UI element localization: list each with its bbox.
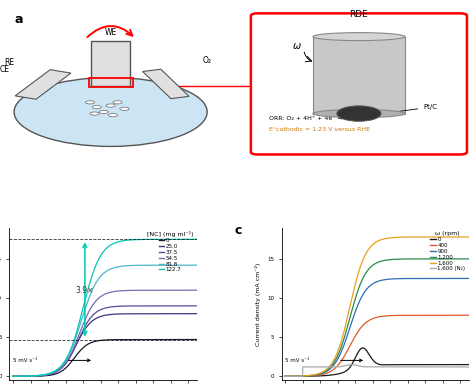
Legend: 0, 400, 900, 1,200, 1,600, 1,600 (N₂): 0, 400, 900, 1,200, 1,600, 1,600 (N₂) — [429, 230, 466, 272]
Bar — [91, 42, 130, 86]
Text: 5 mV s⁻¹: 5 mV s⁻¹ — [285, 358, 310, 363]
Bar — [89, 78, 133, 87]
Bar — [313, 36, 405, 114]
Ellipse shape — [28, 90, 193, 143]
Text: ORR: O₂ + 4H⁺ + 4e⁻ → 2H₂O: ORR: O₂ + 4H⁺ + 4e⁻ → 2H₂O — [269, 116, 361, 121]
Circle shape — [120, 107, 129, 110]
Circle shape — [106, 104, 115, 107]
Text: Pt/C: Pt/C — [385, 104, 438, 113]
Text: E°cathodic = 1.23 V versus RHE: E°cathodic = 1.23 V versus RHE — [269, 127, 370, 132]
Text: c: c — [235, 225, 242, 237]
Text: 3.9×: 3.9× — [75, 286, 94, 295]
Text: CE: CE — [0, 65, 10, 74]
Legend: 0, 25.0, 37.5, 54.5, 81.8, 122.7: 0, 25.0, 37.5, 54.5, 81.8, 122.7 — [146, 230, 194, 274]
Ellipse shape — [14, 78, 207, 146]
Circle shape — [92, 106, 101, 109]
Text: a: a — [14, 12, 23, 26]
FancyBboxPatch shape — [251, 13, 467, 154]
Bar — [15, 70, 71, 99]
Circle shape — [85, 101, 94, 104]
Circle shape — [109, 114, 118, 117]
Text: WE: WE — [104, 28, 117, 36]
Bar — [143, 69, 189, 99]
Ellipse shape — [313, 33, 405, 41]
Circle shape — [99, 110, 109, 114]
Text: 5 mV s⁻¹: 5 mV s⁻¹ — [13, 358, 37, 363]
Text: O₂: O₂ — [203, 57, 212, 66]
Text: RE: RE — [4, 58, 15, 67]
Circle shape — [90, 112, 99, 115]
Text: RDE: RDE — [349, 10, 368, 19]
Ellipse shape — [313, 109, 405, 118]
Text: ω: ω — [293, 41, 301, 51]
Circle shape — [337, 106, 381, 121]
Y-axis label: Current density (mA cm⁻²): Current density (mA cm⁻²) — [255, 262, 261, 346]
Circle shape — [113, 101, 122, 104]
